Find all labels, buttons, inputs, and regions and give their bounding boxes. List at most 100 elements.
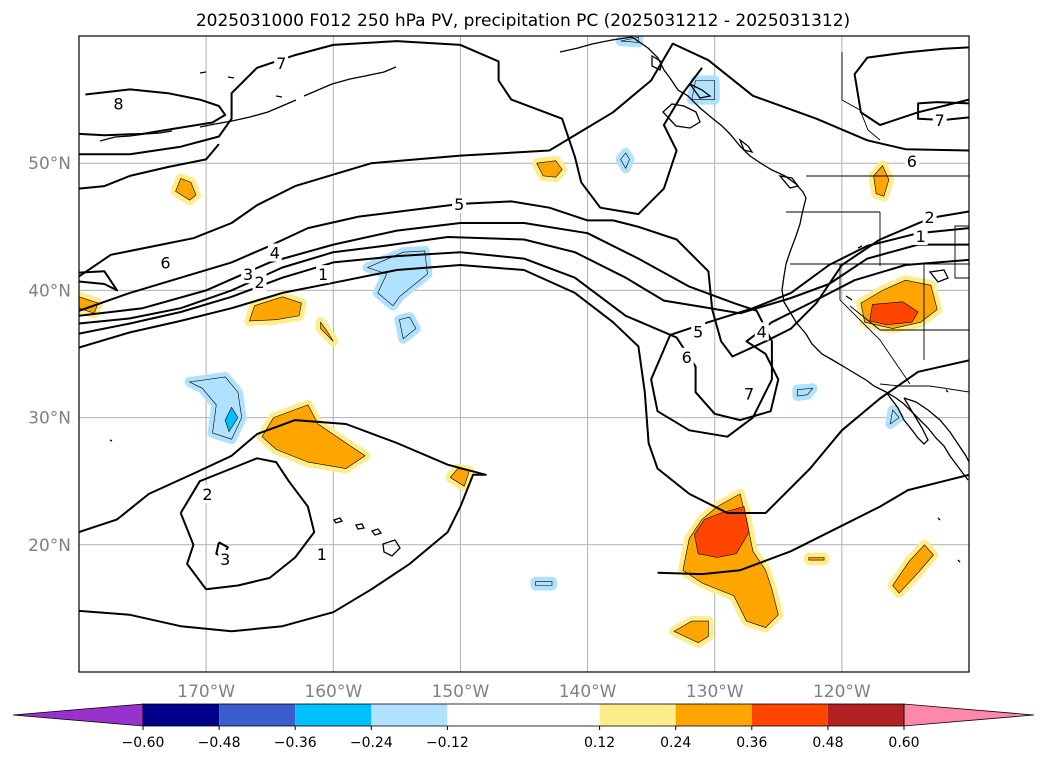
pv-label-bg — [200, 485, 215, 504]
coast-hawaii — [332, 517, 401, 557]
pv-contour-label: 8 — [113, 95, 123, 114]
precip-region — [366, 250, 428, 307]
colorbar-tick-label: −0.36 — [274, 735, 317, 751]
lon-tick-label: 150°W — [432, 682, 490, 702]
colorbar-segment — [143, 704, 220, 726]
pv-contour-label: 3 — [243, 265, 253, 284]
colorbar-under-arrow — [12, 703, 144, 727]
colorbar-segment — [599, 704, 676, 726]
precip-region — [889, 409, 900, 425]
lon-tick-label: 130°W — [686, 682, 744, 702]
pv-contour-line — [79, 222, 969, 438]
pv-contour-label: 4 — [270, 244, 280, 263]
colorbar-tick-label: 0.36 — [736, 735, 767, 751]
precip-region — [261, 404, 366, 469]
pv-contour-line — [79, 419, 487, 633]
pv-contour-label: 2 — [254, 273, 264, 292]
lat-tick-label: 40°N — [28, 281, 71, 301]
pv-label-bg — [679, 347, 694, 366]
pv-contour-label: 7 — [744, 385, 754, 404]
precip-region — [694, 506, 750, 558]
pv-contour-label: 1 — [916, 227, 926, 246]
precip-region — [248, 296, 302, 322]
pv-label-bg — [452, 195, 467, 214]
lat-tick-label: 50°N — [28, 154, 71, 174]
precip-region — [320, 321, 334, 342]
coast-small-islands — [109, 71, 961, 563]
colorbar-outline — [142, 703, 905, 727]
pv-contour-line — [179, 457, 316, 591]
colorbar-tick-label: 0.60 — [888, 735, 919, 751]
pv-contour-label: 2 — [202, 485, 212, 504]
pv-contour-line — [79, 251, 969, 422]
colorbar-segment — [371, 704, 448, 726]
precip-region — [869, 301, 919, 326]
pv-label-bg — [922, 207, 937, 226]
precip-region — [175, 178, 197, 201]
pv-contour-label: 4 — [757, 322, 767, 341]
pv-contour-label: 6 — [160, 254, 170, 273]
pv-label-bg — [932, 111, 947, 130]
latitude-tick-labels: 20°N 30°N 40°N 50°N — [28, 154, 71, 556]
map-background — [79, 36, 969, 672]
colorbar-tick-label: 0.48 — [812, 735, 843, 751]
coast-gulf-california — [903, 397, 969, 463]
colorbar-tick-label: 0.12 — [584, 735, 615, 751]
lon-tick-label: 170°W — [177, 682, 235, 702]
coast-us-west — [781, 197, 969, 481]
precip-region — [808, 557, 825, 561]
pv-contour-line — [79, 236, 969, 325]
pv-contour-line — [79, 88, 227, 137]
pv-contour-label: 1 — [317, 545, 327, 564]
coast-bc-islands — [651, 54, 800, 189]
lat-tick-label: 30°N — [28, 409, 71, 429]
colorbar-tick-label: −0.60 — [122, 735, 165, 751]
pv-contours — [79, 40, 969, 633]
pv-label-bg — [904, 151, 919, 170]
precip-region — [673, 620, 709, 644]
pv-contour-line — [79, 143, 220, 190]
pv-contour-line — [853, 46, 969, 126]
pv-label-bg — [241, 265, 256, 284]
pv-contour-label: 1 — [318, 265, 328, 284]
pv-contour-line — [917, 101, 969, 121]
pv-label-bg — [316, 265, 331, 284]
pv-label-bg — [274, 53, 289, 72]
precip-region — [535, 581, 553, 586]
colorbar-tick-labels: −0.60 −0.48 −0.36 −0.24 −0.12 0.12 0.24 0.36 0.4… — [122, 726, 920, 751]
precip-region — [536, 160, 563, 178]
precip-region — [224, 406, 239, 433]
coast-alaska-southeast — [631, 36, 807, 199]
pv-label-bg — [111, 94, 126, 113]
colorbar-tick-label: −0.48 — [198, 735, 241, 751]
colorbar-segment — [295, 704, 372, 726]
pv-contour-label: 7 — [276, 54, 286, 73]
chart-title: 2025031000 F012 250 hPa PV, precipitatio… — [196, 11, 850, 31]
border-us-mexico — [879, 383, 969, 393]
lat-tick-label: 20°N — [28, 536, 71, 556]
colorbar-tick-label: 0.24 — [660, 735, 691, 751]
pv-contour-line — [79, 200, 969, 358]
pv-label-bg — [670, 36, 685, 39]
pv-label-bg — [691, 322, 706, 341]
colorbar-tick-label: −0.12 — [426, 735, 469, 751]
pv-contour-line — [79, 40, 703, 216]
coast-north-lakes — [845, 245, 949, 301]
pv-contour-label: 7 — [935, 111, 945, 130]
map-frame — [78, 35, 970, 673]
colorbar-segment — [219, 704, 296, 726]
pv-label-bg — [218, 550, 233, 569]
colorbar — [12, 703, 1035, 727]
pv-label-bg — [742, 384, 757, 403]
lon-tick-label: 140°W — [559, 682, 617, 702]
colorbar-segment — [675, 704, 752, 726]
pv-contour-line — [657, 473, 969, 576]
pv-label-bg — [267, 243, 282, 262]
pv-label-bg — [754, 322, 769, 341]
pv-contour-label: 6 — [907, 152, 917, 171]
longitude-tick-labels: 170°W 160°W 150°W 140°W 130°W 120°W — [177, 682, 871, 702]
colorbar-segment — [447, 704, 600, 726]
pv-label-bg — [252, 272, 267, 291]
